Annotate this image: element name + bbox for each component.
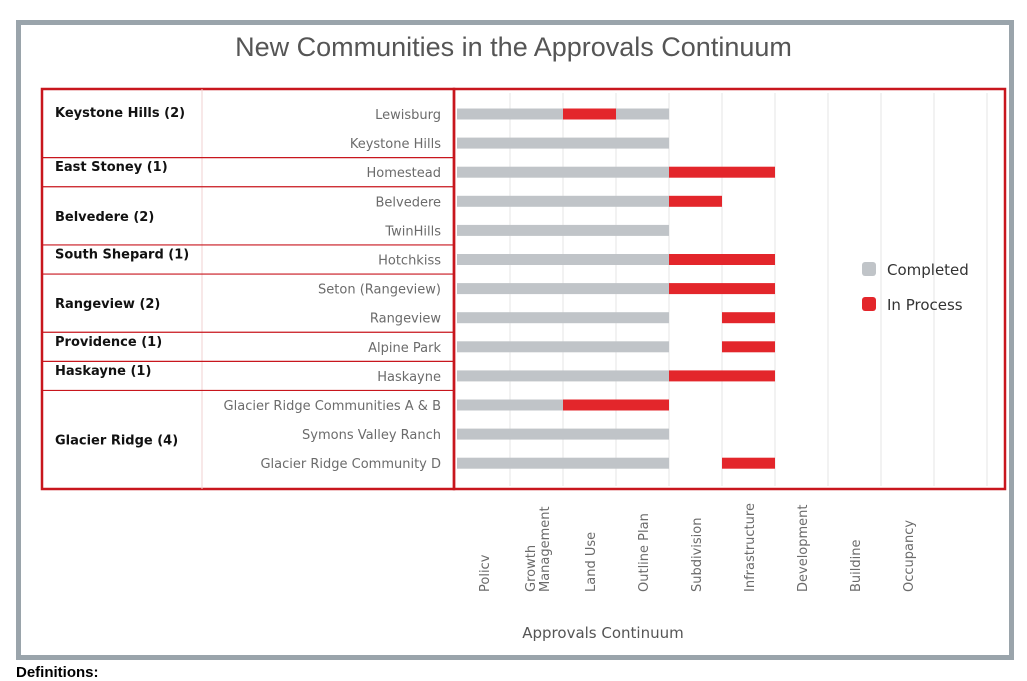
community-label: Symons Valley Ranch <box>302 428 441 443</box>
group-label: Providence (1) <box>55 335 162 350</box>
bar-in-process <box>722 341 775 353</box>
bar-in-process <box>669 166 775 178</box>
community-label: Lewisburg <box>375 108 441 123</box>
community-label: Glacier Ridge Community D <box>260 457 441 472</box>
community-label: Homestead <box>367 166 441 181</box>
bar-completed <box>457 137 669 149</box>
community-label: Keystone Hills <box>350 137 441 152</box>
x-stage-label: Buildine <box>849 540 864 592</box>
group-label: Keystone Hills (2) <box>55 106 185 121</box>
community-label: Glacier Ridge Communities A & B <box>224 399 441 414</box>
x-stage-label: Occupancy <box>902 520 917 592</box>
community-label: Belvedere <box>375 195 441 210</box>
x-axis-title: Approvals Continuum <box>522 624 683 642</box>
bar-completed <box>457 283 669 295</box>
x-stage-label: Management <box>538 506 553 592</box>
bar-completed <box>457 341 669 353</box>
group-label: Rangeview (2) <box>55 297 160 312</box>
bar-completed <box>457 166 669 178</box>
legend-label: In Process <box>887 296 963 314</box>
x-stage-label: Land Use <box>584 532 599 592</box>
plot-area-border <box>452 87 1007 491</box>
bar-in-process <box>722 457 775 469</box>
bar-in-process <box>669 370 775 382</box>
x-stage-label: Subdivision <box>690 518 705 593</box>
x-stage-label: Growth <box>524 545 539 592</box>
bar-in-process <box>563 108 616 120</box>
legend-swatch <box>862 297 876 311</box>
x-stage-label: Policv <box>478 554 493 592</box>
bar-in-process <box>669 283 775 295</box>
bar-in-process <box>563 399 669 411</box>
legend-swatch <box>862 262 876 276</box>
group-label: Haskayne (1) <box>55 364 151 379</box>
x-stage-label: Development <box>796 504 811 592</box>
x-stage-label: Outline Plan <box>637 513 652 592</box>
bar-in-process <box>669 195 722 207</box>
community-label: TwinHills <box>384 224 441 239</box>
group-label: Belvedere (2) <box>55 210 154 225</box>
group-label: East Stoney (1) <box>55 160 168 175</box>
group-label: South Shepard (1) <box>55 248 189 263</box>
community-label: Hotchkiss <box>378 254 441 269</box>
definitions-heading: Definitions: <box>16 664 99 681</box>
bar-completed <box>457 312 669 324</box>
community-label: Rangeview <box>370 312 442 327</box>
legend-label: Completed <box>887 261 969 279</box>
bar-completed <box>457 457 669 469</box>
bar-in-process <box>669 254 775 265</box>
bar-in-process <box>722 312 775 324</box>
community-label: Haskayne <box>377 370 441 385</box>
bar-completed <box>457 370 669 382</box>
chart-title: New Communities in the Approvals Continu… <box>235 32 792 62</box>
group-label: Glacier Ridge (4) <box>55 434 178 449</box>
bar-completed <box>457 428 669 440</box>
bar-completed <box>457 254 669 265</box>
community-label: Seton (Rangeview) <box>318 283 441 298</box>
bar-completed <box>457 224 669 236</box>
community-label: Alpine Park <box>368 341 441 356</box>
x-stage-label: Infrastructure <box>743 503 758 592</box>
chart-frame <box>16 20 1014 660</box>
bar-completed <box>457 195 669 207</box>
